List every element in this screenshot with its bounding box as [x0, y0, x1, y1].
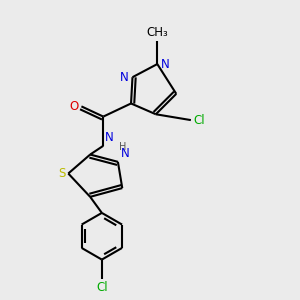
Text: CH₃: CH₃ [146, 26, 168, 39]
Text: N: N [161, 58, 170, 70]
Text: O: O [69, 100, 79, 113]
Text: Cl: Cl [193, 114, 205, 127]
Text: N: N [105, 131, 113, 144]
Text: Cl: Cl [96, 281, 108, 295]
Text: N: N [120, 71, 129, 84]
Text: H: H [119, 142, 127, 152]
Text: N: N [121, 147, 130, 161]
Text: S: S [58, 167, 65, 180]
